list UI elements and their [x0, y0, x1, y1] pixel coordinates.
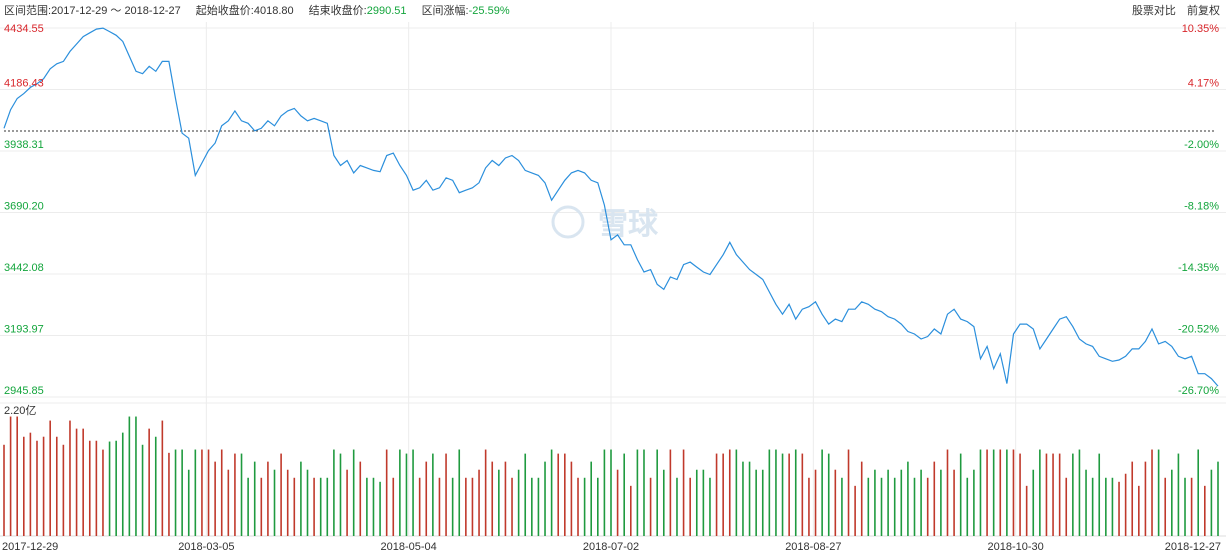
- right-axis-ticks: 10.35% 4.17% -2.00% -8.18% -14.35% -20.52% -26…: [1178, 23, 1219, 397]
- right-tick-label: -2.00%: [1184, 139, 1219, 151]
- price-line: [3, 27, 1219, 387]
- left-tick-label: 3193.97: [4, 324, 44, 336]
- start-label: 起始收盘价:: [195, 5, 254, 17]
- end-label: 结束收盘价:: [308, 5, 367, 17]
- range-label: 区间范围:: [4, 5, 52, 17]
- left-tick-label: 3442.08: [4, 262, 44, 274]
- x-tick-label: 2018-03-05: [178, 541, 234, 553]
- volume-max-label: 2.20亿: [4, 404, 36, 417]
- right-tick-label: 4.17%: [1188, 78, 1219, 90]
- range-item: 区间范围:2017-12-29 ～ 2018-12-27: [4, 5, 181, 17]
- grid: [0, 22, 1226, 537]
- range-summary: 区间范围:2017-12-29 ～ 2018-12-27 起始收盘价:4018.…: [4, 0, 522, 22]
- start-item: 起始收盘价:4018.80: [196, 5, 294, 17]
- x-tick-label: 2018-12-27: [1165, 541, 1221, 553]
- x-tick-label: 2017-12-29: [2, 541, 58, 553]
- left-tick-label: 3690.20: [4, 201, 44, 213]
- end-item: 结束收盘价:2990.51: [309, 5, 407, 17]
- right-tick-label: -8.18%: [1184, 201, 1219, 213]
- right-tick-label: -26.70%: [1178, 385, 1219, 397]
- left-tick-label: 3938.31: [4, 139, 44, 151]
- x-tick-label: 2018-07-02: [583, 541, 639, 553]
- x-axis-ticks: 2017-12-29 2018-03-05 2018-05-04 2018-07-02…: [2, 541, 1221, 553]
- right-tick-label: 10.35%: [1182, 23, 1220, 35]
- x-tick-label: 2018-10-30: [988, 541, 1044, 553]
- change-item: 区间涨幅:-25.59%: [422, 5, 510, 17]
- adjust-button[interactable]: 前复权: [1187, 5, 1220, 17]
- right-tick-label: -20.52%: [1178, 324, 1219, 336]
- left-tick-label: 2945.85: [4, 385, 44, 397]
- chart-header: 区间范围:2017-12-29 ～ 2018-12-27 起始收盘价:4018.…: [0, 0, 1226, 22]
- start-value: 4018.80: [253, 5, 294, 17]
- watermark-text: 雪球: [598, 208, 659, 241]
- left-tick-label: 4434.55: [4, 23, 44, 35]
- x-tick-label: 2018-08-27: [785, 541, 841, 553]
- left-tick-label: 4186.43: [4, 78, 44, 90]
- left-axis-ticks: 4434.55 4186.43 3938.31 3690.20 3442.08 3193.…: [4, 23, 44, 397]
- change-value: -25.59%: [468, 5, 510, 17]
- range-value: 2017-12-29 ～ 2018-12-27: [51, 5, 181, 17]
- change-label: 区间涨幅:: [421, 5, 469, 17]
- end-value: 2990.51: [366, 5, 407, 17]
- compare-button[interactable]: 股票对比: [1131, 5, 1176, 17]
- x-tick-label: 2018-05-04: [381, 541, 437, 553]
- right-tick-label: -14.35%: [1178, 262, 1219, 274]
- watermark-logo-icon: [551, 205, 585, 239]
- header-actions: 股票对比 前复权: [1124, 0, 1220, 22]
- volume-bars: [3, 416, 1219, 536]
